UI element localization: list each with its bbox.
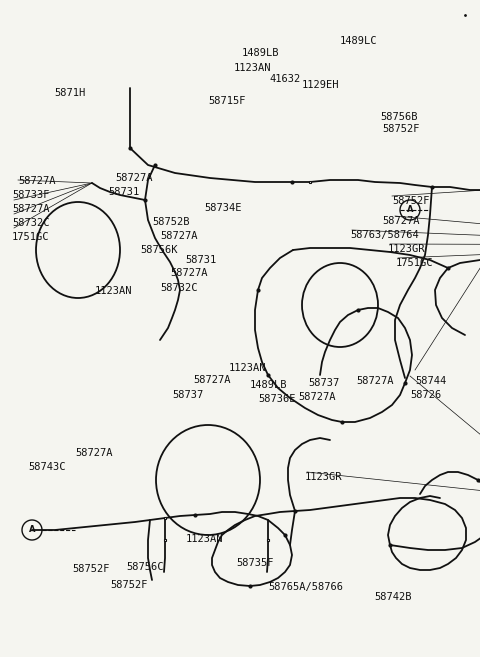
- Text: 1123GR: 1123GR: [305, 472, 343, 482]
- Text: 58737: 58737: [308, 378, 339, 388]
- Text: 58736E: 58736E: [258, 394, 296, 404]
- Text: 58727A: 58727A: [382, 216, 420, 226]
- Text: 58732C: 58732C: [12, 218, 49, 228]
- Text: 58727A: 58727A: [18, 176, 56, 186]
- Text: 1123AN: 1123AN: [95, 286, 132, 296]
- Text: 41632: 41632: [269, 74, 300, 84]
- Text: 58727A: 58727A: [298, 392, 336, 402]
- Text: 58726: 58726: [410, 390, 441, 400]
- Text: 58752B: 58752B: [152, 217, 190, 227]
- Text: 1123AN: 1123AN: [186, 534, 224, 544]
- Text: 58727A: 58727A: [115, 173, 153, 183]
- Text: 1123AN: 1123AN: [229, 363, 266, 373]
- Text: 1751GC: 1751GC: [12, 232, 49, 242]
- Text: 1751GC: 1751GC: [396, 258, 433, 268]
- Text: 1123AN: 1123AN: [234, 63, 272, 73]
- Text: 1489LB: 1489LB: [250, 380, 288, 390]
- Text: 58727A: 58727A: [75, 448, 112, 458]
- Text: 58727A: 58727A: [193, 375, 230, 385]
- Text: 58752F: 58752F: [392, 196, 430, 206]
- Text: 58763/58764: 58763/58764: [350, 230, 419, 240]
- Text: 58744: 58744: [415, 376, 446, 386]
- Text: 58733F: 58733F: [12, 190, 49, 200]
- Text: A: A: [29, 526, 35, 535]
- Text: 58715F: 58715F: [208, 96, 245, 106]
- Text: 58743C: 58743C: [28, 462, 65, 472]
- Text: 58734E: 58734E: [204, 203, 241, 213]
- Text: 58756K: 58756K: [140, 245, 178, 255]
- Text: 58756B: 58756B: [380, 112, 418, 122]
- Text: 1489LC: 1489LC: [340, 36, 377, 46]
- Text: 58752F: 58752F: [382, 124, 420, 134]
- Text: 58765A/58766: 58765A/58766: [268, 582, 343, 592]
- Text: 58752F: 58752F: [72, 564, 109, 574]
- Text: 58732C: 58732C: [160, 283, 197, 293]
- Text: 58742B: 58742B: [374, 592, 411, 602]
- Text: 58727A: 58727A: [170, 268, 207, 278]
- Text: 58752F: 58752F: [110, 580, 147, 590]
- Text: 58756C: 58756C: [126, 562, 164, 572]
- Text: 58731: 58731: [108, 187, 139, 197]
- Text: 58737: 58737: [172, 390, 203, 400]
- Text: 1129EH: 1129EH: [302, 80, 339, 90]
- Text: 5871H: 5871H: [54, 88, 85, 98]
- Text: 1489LB: 1489LB: [242, 48, 279, 58]
- Text: 58731: 58731: [185, 255, 216, 265]
- Text: A: A: [407, 206, 413, 214]
- Text: 1123GR: 1123GR: [388, 244, 425, 254]
- Text: 58727A: 58727A: [356, 376, 394, 386]
- Text: 58727A: 58727A: [12, 204, 49, 214]
- Text: 58727A: 58727A: [160, 231, 197, 241]
- Text: 58735F: 58735F: [236, 558, 274, 568]
